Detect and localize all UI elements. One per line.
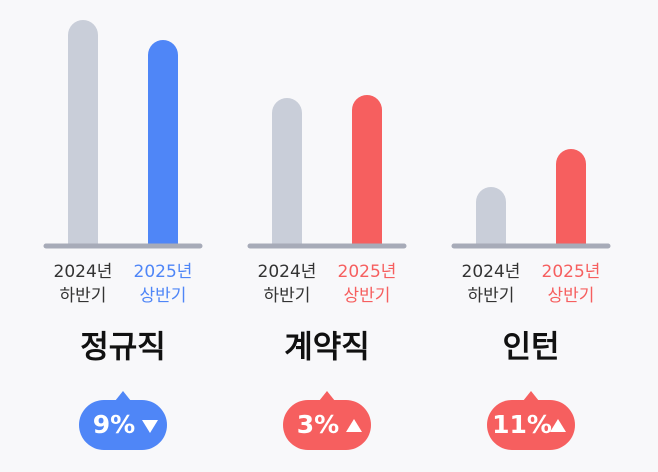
x-tick-label: 2025년 <box>542 262 601 282</box>
group-title: 정규직 <box>80 330 166 366</box>
direction-arrow <box>142 420 158 433</box>
change-badge <box>79 400 167 450</box>
x-tick-label: 하반기 <box>468 286 515 306</box>
group-title: 계약직 <box>284 330 370 366</box>
bar <box>556 149 586 245</box>
x-tick-label: 2024년 <box>462 262 521 282</box>
x-tick-label: 2025년 <box>338 262 397 282</box>
x-tick-label: 상반기 <box>140 286 187 306</box>
change-label: 3% <box>297 410 339 439</box>
x-tick-label: 2025년 <box>134 262 193 282</box>
bar <box>352 95 382 245</box>
direction-arrow <box>550 419 566 432</box>
badge-pointer <box>523 391 539 401</box>
change-label: 11% <box>492 410 552 439</box>
x-tick-label: 상반기 <box>344 286 391 306</box>
group-title: 인턴 <box>502 330 559 366</box>
bar <box>148 40 178 245</box>
bar <box>68 20 98 245</box>
bar <box>476 187 506 245</box>
change-badge <box>487 400 575 450</box>
bar <box>272 98 302 245</box>
x-tick-label: 하반기 <box>60 286 107 306</box>
direction-arrow <box>346 419 362 432</box>
x-tick-label: 2024년 <box>54 262 113 282</box>
badge-pointer <box>319 391 335 401</box>
change-label: 9% <box>93 410 135 439</box>
x-tick-label: 2024년 <box>258 262 317 282</box>
badge-pointer <box>115 391 131 401</box>
x-tick-label: 상반기 <box>548 286 595 306</box>
x-tick-label: 하반기 <box>264 286 311 306</box>
change-badge <box>283 400 371 450</box>
